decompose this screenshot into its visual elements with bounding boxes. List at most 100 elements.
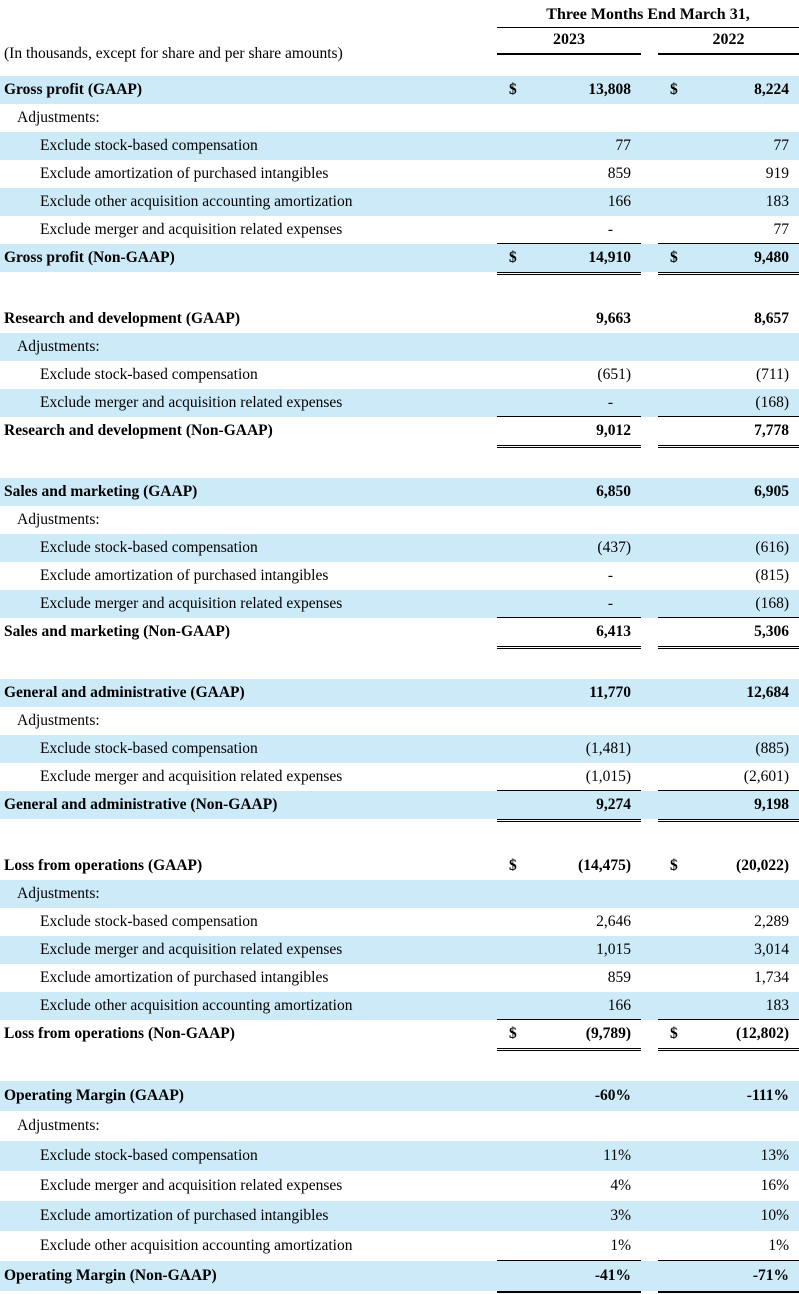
value-2022: (2,601) — [743, 767, 789, 785]
column-gap — [641, 964, 658, 992]
total-underline — [0, 1048, 799, 1054]
value-2022-cell: 919 — [658, 160, 799, 188]
column-gap — [641, 1020, 658, 1048]
table-row: Adjustments: — [0, 707, 799, 735]
value-2023-cell: - — [497, 389, 641, 417]
value-2023-cell: $14,910 — [497, 244, 641, 272]
rule-spacer — [0, 272, 497, 278]
value-2022: -71% — [752, 1267, 789, 1284]
column-gap — [641, 244, 658, 272]
column-gap — [641, 1171, 658, 1201]
value-2023-cell: $ (14,475) — [497, 852, 641, 880]
table-row: Exclude stock-based compensation (651) (71… — [0, 361, 799, 389]
row-label: Sales and marketing (GAAP) — [4, 483, 198, 500]
section-sales-and-marketing: Sales and marketing (GAAP) 6,850 6,905 Adju… — [0, 478, 799, 652]
section-research-and-development: Research and development (GAAP) 9,663 8,65… — [0, 305, 799, 451]
year-header-row: 2023 2022 — [497, 30, 799, 55]
total-underline — [0, 272, 799, 278]
row-label: General and administrative (Non-GAAP) — [4, 796, 278, 813]
value-2023: 859 — [607, 969, 631, 986]
table-row: Exclude merger and acquisition related e… — [0, 763, 799, 791]
table-row: Exclude merger and acquisition related e… — [0, 216, 799, 244]
value-2022-cell: 10% — [658, 1201, 799, 1231]
table-row: Exclude merger and acquisition related e… — [0, 389, 799, 417]
value-2023: 6,413 — [596, 623, 631, 640]
column-gap — [641, 132, 658, 160]
column-gap — [641, 506, 658, 534]
value-2022-cell: 183 — [658, 188, 799, 216]
underline-2023 — [497, 1048, 641, 1054]
value-2022: (616) — [755, 539, 789, 556]
value-2022-cell: $9,480 — [658, 244, 799, 272]
row-label: Adjustments: — [17, 885, 100, 902]
value-2023-cell: $ (9,789) — [497, 1020, 641, 1048]
row-label: Exclude merger and acquisition related e… — [40, 1177, 343, 1194]
total-underline — [0, 1291, 799, 1294]
column-gap — [641, 333, 658, 361]
table-row: Loss from operations (Non-GAAP) $ (9,789) $… — [0, 1020, 799, 1048]
value-2022-cell: (711) — [658, 361, 799, 389]
row-label: Exclude merger and acquisition related e… — [40, 394, 343, 411]
column-gap — [641, 791, 658, 819]
column-gap — [641, 389, 658, 417]
table-row: Adjustments: — [0, 880, 799, 908]
row-label: Exclude stock-based compensation — [40, 740, 258, 757]
column-gap — [641, 1048, 658, 1054]
value-2022-cell — [658, 333, 799, 361]
value-2022-cell: (616) — [658, 534, 799, 562]
row-label: Exclude merger and acquisition related e… — [40, 595, 343, 612]
value-2023-cell: 859 — [497, 964, 641, 992]
value-2022-cell: (885) — [658, 735, 799, 763]
value-2023: 11% — [603, 1147, 631, 1164]
value-2022: 9,198 — [754, 796, 789, 813]
column-gap — [641, 679, 658, 707]
value-2022-cell: 16% — [658, 1171, 799, 1201]
row-label: Exclude merger and acquisition related e… — [40, 768, 343, 785]
value-2023: 11,770 — [589, 684, 631, 701]
value-2023-cell: 859 — [497, 160, 641, 188]
table-row: Exclude amortization of purchased intang… — [0, 1201, 799, 1231]
table-header: (In thousands, except for share and per … — [0, 0, 799, 76]
table-row: Sales and marketing (GAAP) 6,850 6,905 — [0, 478, 799, 506]
underline-2022 — [658, 445, 799, 451]
value-2023: (1,015) — [585, 767, 631, 785]
value-2023-cell: -60% — [497, 1081, 641, 1111]
column-gap — [641, 707, 658, 735]
dollar-sign: $ — [509, 81, 517, 98]
period-column-headers: Three Months End March 31, 2023 2022 — [497, 6, 799, 55]
row-label: Adjustments: — [17, 511, 100, 528]
row-label: General and administrative (GAAP) — [4, 684, 245, 701]
table-row: Research and development (Non-GAAP) 9,012… — [0, 417, 799, 445]
value-2022: (20,022) — [736, 857, 789, 874]
dollar-sign: $ — [509, 1025, 517, 1042]
column-gap — [641, 908, 658, 936]
section-gap — [0, 1054, 799, 1081]
value-2023-cell — [497, 506, 641, 534]
value-2023-cell — [497, 104, 641, 132]
value-2023: 3% — [610, 1207, 631, 1224]
value-2023: 1,015 — [596, 941, 631, 958]
table-body: Gross profit (GAAP) $13,808 $8,224 Adjustme… — [0, 76, 799, 1294]
value-2023: 4% — [610, 1177, 631, 1194]
value-2023: (9,789) — [585, 1025, 631, 1042]
rule-spacer — [0, 1048, 497, 1054]
column-gap — [641, 735, 658, 763]
value-2023-cell: 9,274 — [497, 791, 641, 819]
row-label: Exclude amortization of purchased intang… — [40, 567, 329, 584]
row-label: Exclude merger and acquisition related e… — [40, 941, 343, 958]
column-gap — [641, 361, 658, 389]
value-2022: (168) — [755, 393, 789, 411]
column-gap — [641, 590, 658, 618]
table-row: Exclude stock-based compensation (437) (61… — [0, 534, 799, 562]
value-2023-cell: 9,012 — [497, 417, 641, 445]
value-2022-cell: 12,684 — [658, 679, 799, 707]
value-2022: -111% — [746, 1087, 789, 1104]
row-label: Exclude stock-based compensation — [40, 539, 258, 556]
underline-2022 — [658, 1048, 799, 1054]
value-2023: (651) — [597, 366, 631, 383]
total-underline — [0, 819, 799, 825]
column-gap — [641, 305, 658, 333]
row-label: Operating Margin (Non-GAAP) — [4, 1267, 217, 1284]
section-general-and-administrative: General and administrative (GAAP) 11,770 1… — [0, 679, 799, 825]
